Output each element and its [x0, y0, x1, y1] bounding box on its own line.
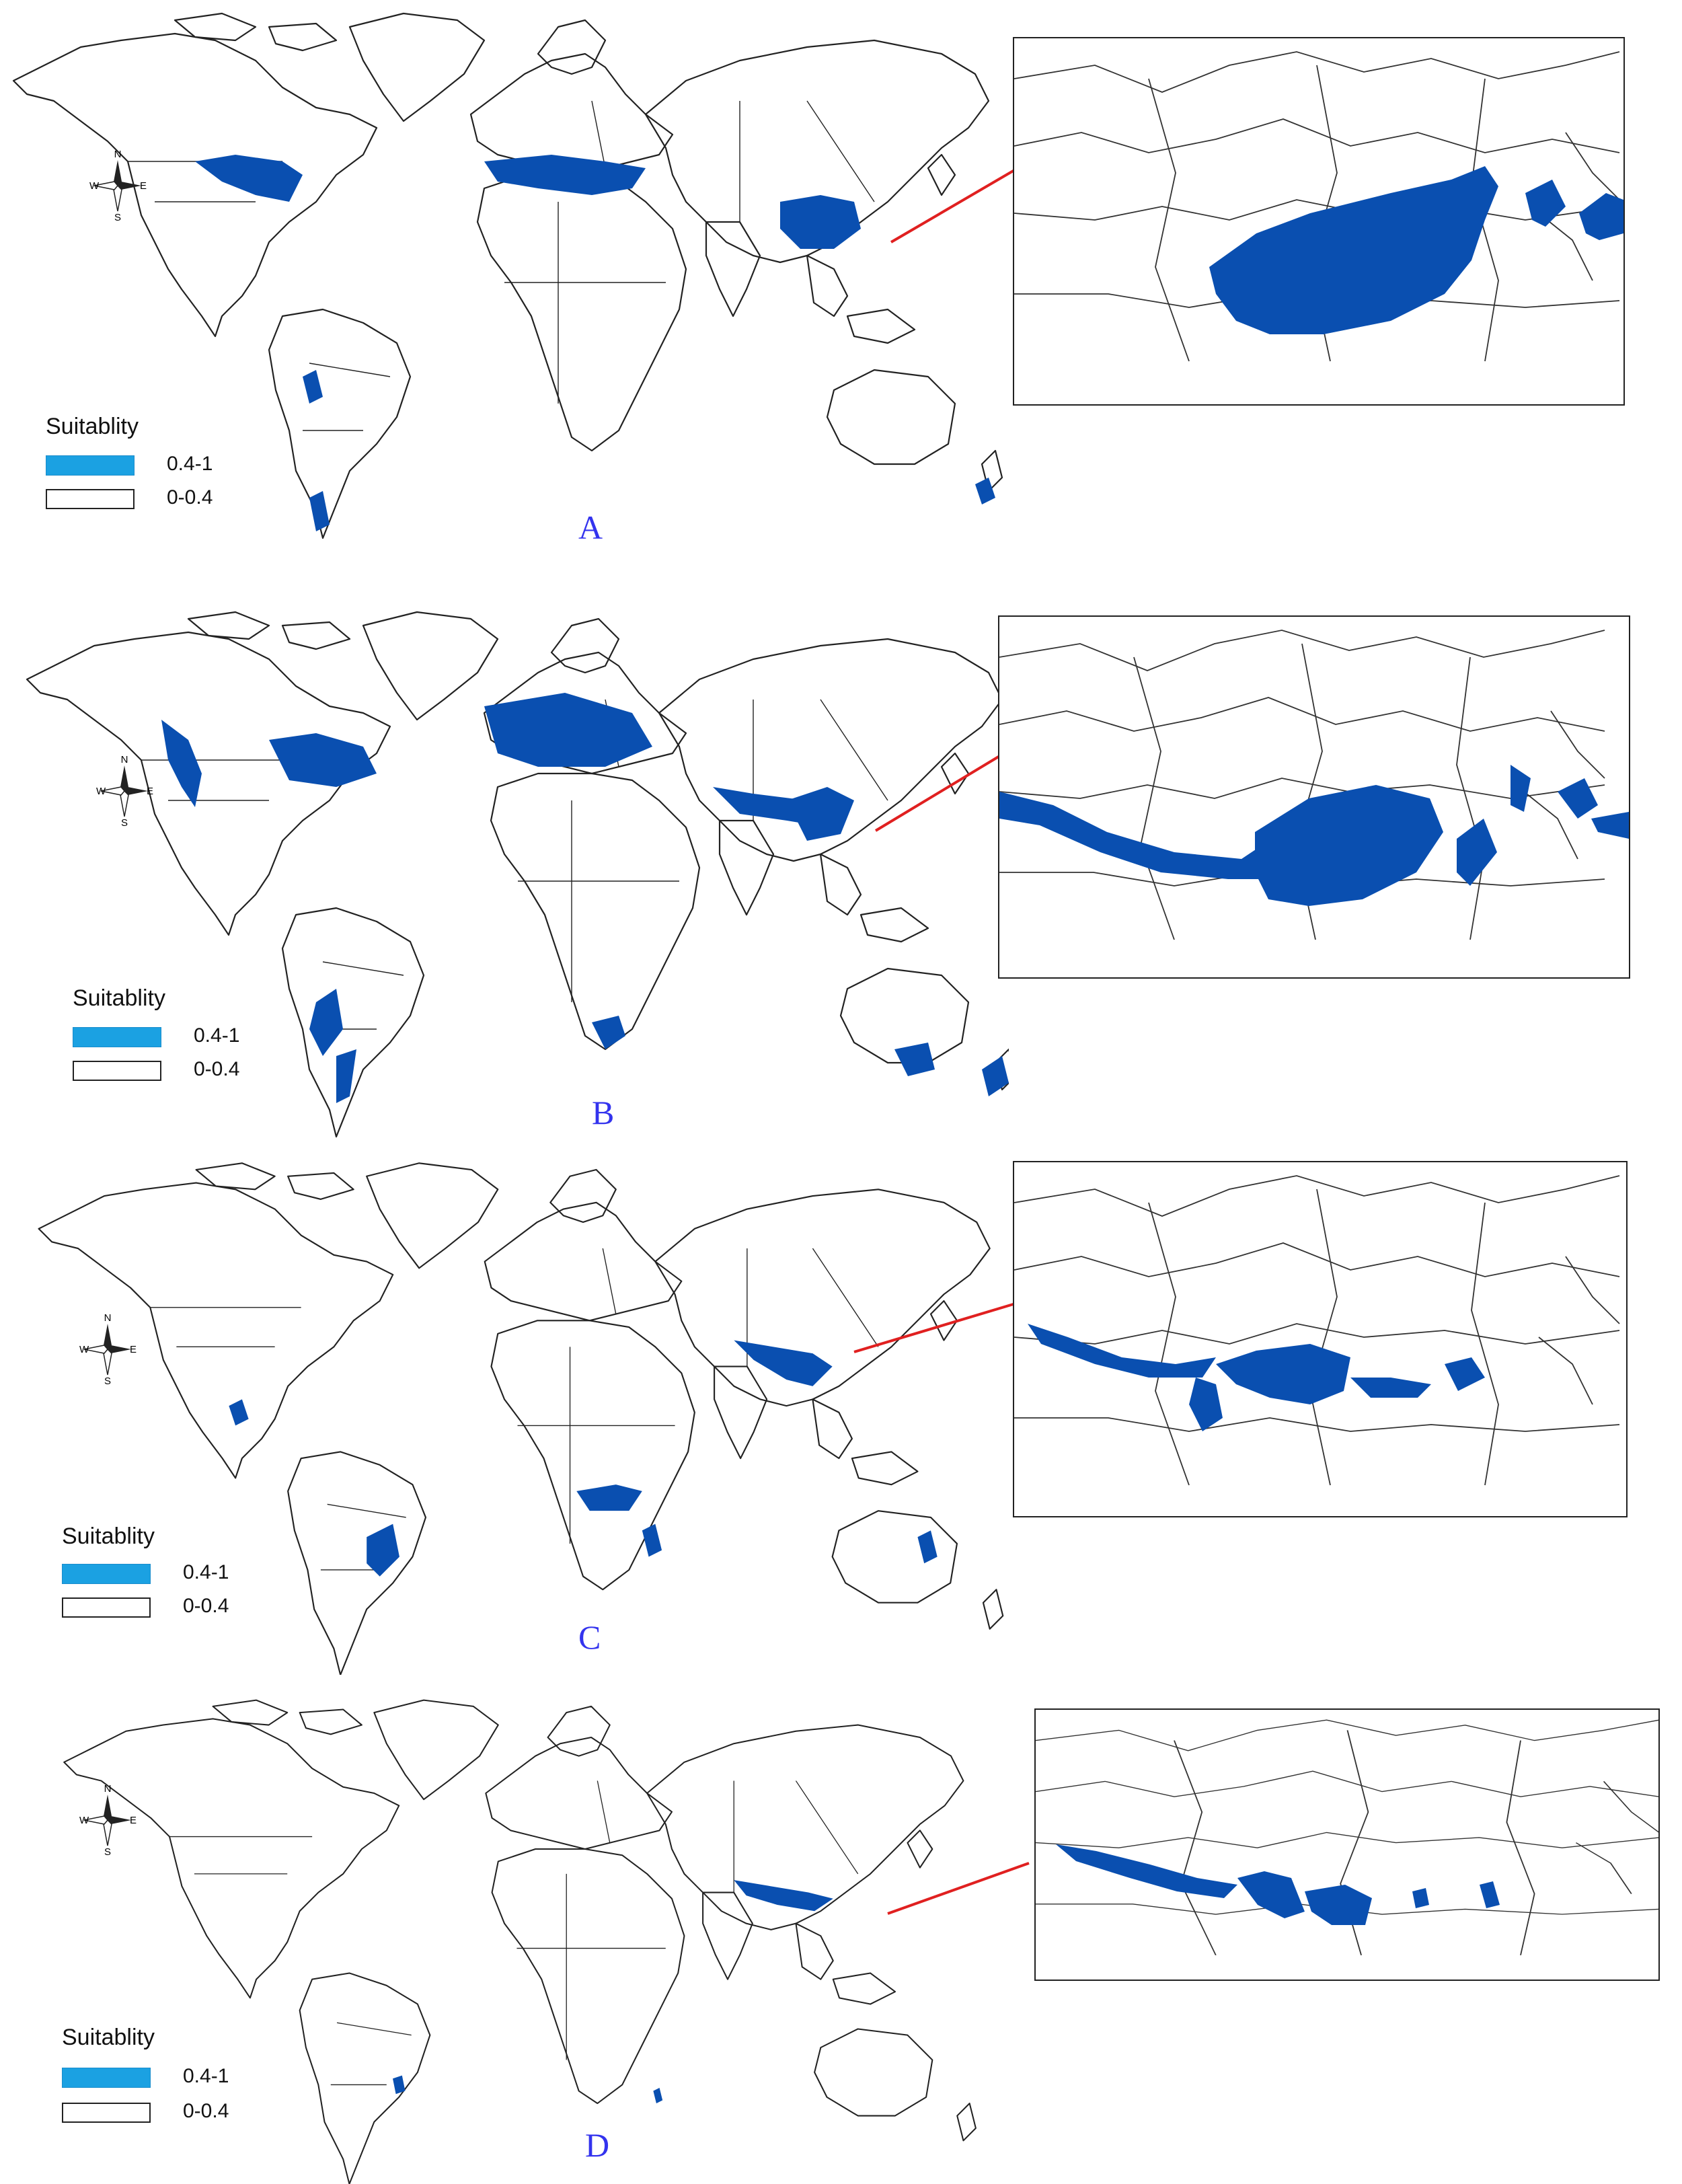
legend-swatch-low: [62, 2103, 151, 2123]
panel-d: N S W E Suitablity 0.4-1 0-0.4 D: [0, 1682, 1682, 2184]
legend-swatch-high: [62, 2068, 151, 2088]
compass-rose-icon: N S W E: [87, 148, 148, 223]
panel-a: N S W E Suitablity 0.4-1 0-0.4 A: [0, 0, 1682, 546]
panel-letter-c: C: [578, 1618, 601, 1656]
legend-swatch-low: [46, 489, 135, 509]
legend-label-high: 0.4-1: [183, 1561, 229, 1583]
suitable-areas-b: [161, 693, 1009, 1103]
compass-north-label: N: [104, 1312, 112, 1324]
world-map-b: [26, 611, 1009, 1138]
inset-map-a: [1013, 37, 1625, 406]
compass-west-label: W: [89, 180, 100, 192]
inset-map-d: [1034, 1708, 1660, 1981]
compass-east-label: E: [147, 786, 153, 797]
compass-north-label: N: [121, 754, 128, 765]
compass-east-label: E: [130, 1815, 137, 1826]
world-map-a: [12, 12, 1003, 539]
legend-swatch-high: [46, 455, 135, 476]
legend-title: Suitablity: [73, 985, 165, 1011]
suitable-areas-d: [393, 1880, 833, 2104]
legend-b: Suitablity 0.4-1 0-0.4: [73, 985, 274, 1086]
panel-b: N S W E Suitablity 0.4-1 0-0.4 B: [0, 575, 1682, 1140]
world-map-d: [63, 1699, 977, 2184]
compass-west-label: W: [79, 1815, 89, 1826]
suitable-areas-c: [229, 1340, 938, 1577]
compass-south-label: S: [114, 212, 121, 222]
panel-c: N S W E Suitablity 0.4-1 0-0.4 C: [0, 1143, 1682, 1675]
compass-rose-icon: N S W E: [77, 1782, 138, 1858]
compass-south-label: S: [121, 817, 128, 827]
legend-d: Suitablity 0.4-1 0-0.4: [62, 2025, 277, 2125]
legend-label-low: 0-0.4: [194, 1058, 240, 1080]
compass-east-label: E: [130, 1344, 137, 1355]
compass-rose-icon: N S W E: [94, 753, 155, 829]
compass-east-label: E: [140, 180, 147, 192]
compass-south-label: S: [104, 1376, 111, 1386]
legend-title: Suitablity: [62, 1523, 155, 1549]
legend-c: Suitablity 0.4-1 0-0.4: [62, 1523, 264, 1624]
compass-north-label: N: [104, 1783, 112, 1795]
panel-letter-b: B: [592, 1094, 615, 1131]
legend-title: Suitablity: [62, 2025, 155, 2050]
legend-a: Suitablity 0.4-1 0-0.4: [46, 414, 247, 515]
legend-label-high: 0.4-1: [194, 1024, 240, 1047]
compass-west-label: W: [96, 786, 106, 797]
compass-west-label: W: [79, 1344, 89, 1355]
legend-swatch-high: [62, 1564, 151, 1584]
panel-letter-d: D: [585, 2126, 610, 2164]
legend-label-low: 0-0.4: [183, 2100, 229, 2122]
compass-rose-icon: N S W E: [77, 1312, 138, 1387]
legend-title: Suitablity: [46, 414, 139, 439]
legend-label-high: 0.4-1: [183, 2065, 229, 2087]
suitable-areas-a: [195, 155, 995, 531]
legend-label-low: 0-0.4: [183, 1595, 229, 1617]
inset-map-b: [998, 615, 1630, 979]
legend-label-high: 0.4-1: [167, 453, 213, 475]
inset-map-c: [1013, 1161, 1628, 1517]
compass-north-label: N: [114, 149, 122, 160]
legend-swatch-low: [62, 1597, 151, 1618]
legend-swatch-high: [73, 1027, 161, 1047]
panel-letter-a: A: [578, 509, 603, 546]
compass-south-label: S: [104, 1846, 111, 1856]
world-map-c: [38, 1162, 1004, 1675]
legend-label-low: 0-0.4: [167, 486, 213, 509]
legend-swatch-low: [73, 1061, 161, 1081]
